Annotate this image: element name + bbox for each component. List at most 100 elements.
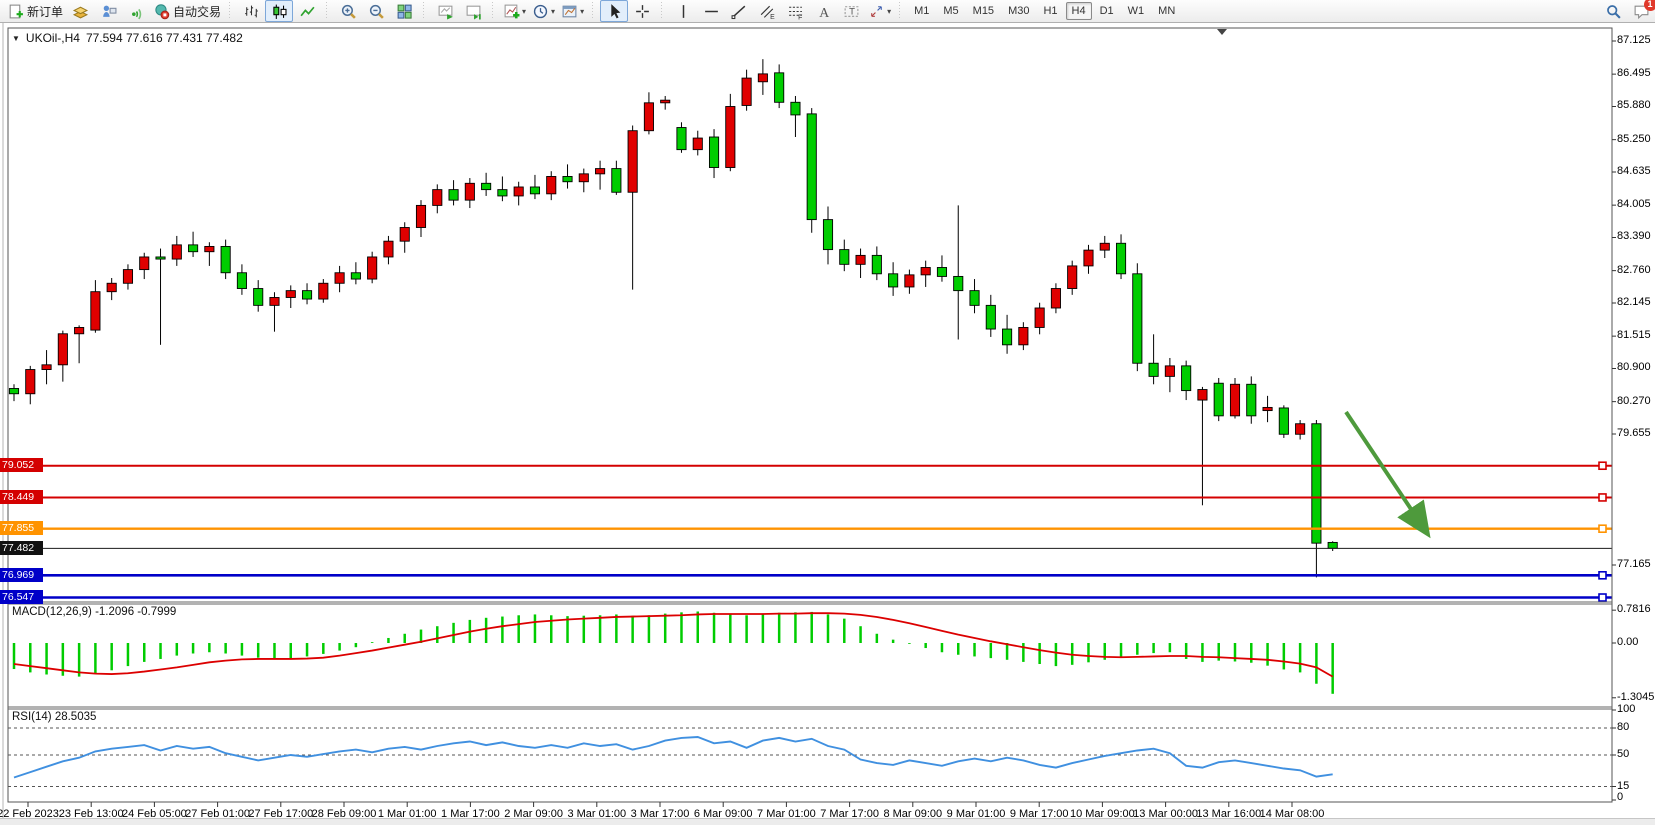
- new-order-button[interactable]: 新订单: [4, 0, 66, 22]
- strategy-tester-button[interactable]: [94, 0, 122, 22]
- candlestick-chart-button[interactable]: [265, 0, 294, 22]
- annotation-arrow[interactable]: [1344, 410, 1431, 539]
- price-tick-label: 77.165: [1617, 557, 1651, 570]
- timeframe-h1-button[interactable]: H1: [1043, 5, 1058, 17]
- line-handle-right[interactable]: [1598, 461, 1607, 471]
- svg-text:E: E: [770, 13, 775, 19]
- toolbar-separator: [226, 2, 236, 20]
- text-label-button[interactable]: T: [837, 0, 865, 22]
- templates-button[interactable]: ▾: [558, 0, 587, 22]
- signals-iconwrap: [128, 3, 145, 20]
- price-tick-label: 80.270: [1617, 394, 1651, 407]
- chat-iconwrap: 1: [1633, 0, 1655, 20]
- crosshair-iconwrap: [634, 3, 651, 20]
- auto-scroll-button[interactable]: [431, 0, 459, 22]
- labelT-iconwrap: T: [843, 3, 860, 20]
- equidistant-channel-button[interactable]: E: [753, 0, 781, 22]
- tile-icon: [397, 4, 412, 19]
- signals-icon: [131, 8, 141, 19]
- rsi-tick-label: 100: [1617, 703, 1636, 715]
- search-button[interactable]: [1599, 0, 1627, 22]
- dropdown-arrow-icon[interactable]: ▾: [522, 6, 527, 16]
- timeframe-m30-button[interactable]: M30: [1008, 5, 1030, 17]
- fibo-icon: F: [788, 6, 802, 20]
- chart-title: ▼ UKOil-,H4 77.594 77.616 77.431 77.482: [12, 31, 243, 45]
- vline-iconwrap: [675, 3, 692, 20]
- search-icon: [1606, 4, 1621, 19]
- tile-windows-button[interactable]: [390, 0, 418, 22]
- chart-shift-marker[interactable]: [1217, 29, 1227, 35]
- price-tick-label: 81.515: [1617, 329, 1651, 342]
- line-handle-right[interactable]: [1598, 593, 1607, 602]
- timeframe-h4-button[interactable]: H4: [1065, 2, 1092, 20]
- clock-icon: [533, 4, 548, 18]
- labelT-icon: T: [844, 5, 858, 17]
- chart-shift-button[interactable]: [459, 0, 487, 22]
- crosshair-button[interactable]: [628, 0, 656, 22]
- status-bar: [0, 818, 1655, 825]
- toolbar-separator: [489, 2, 499, 20]
- line-price-tag: 79.052: [0, 458, 43, 473]
- line-handle-right[interactable]: [1598, 524, 1607, 533]
- line-handle-right[interactable]: [1598, 571, 1607, 580]
- search-iconwrap: [1605, 3, 1622, 20]
- price-tick-label: 82.145: [1617, 295, 1651, 308]
- rsi-line: [13, 736, 1333, 779]
- fibonacci-button[interactable]: F: [781, 0, 809, 22]
- line-price-tag: 78.449: [0, 489, 43, 504]
- line-chart-button[interactable]: [293, 0, 321, 22]
- rsi-tick-label: 50: [1617, 748, 1630, 760]
- arrows-button[interactable]: ▾: [865, 0, 894, 22]
- macd-signal-line: [13, 612, 1334, 678]
- trendline-button[interactable]: [725, 0, 753, 22]
- zoomin-icon: [341, 4, 356, 19]
- dropdown-arrow-icon[interactable]: ▾: [887, 6, 892, 16]
- signals-button[interactable]: [122, 0, 150, 22]
- timeframe-m15-button[interactable]: M15: [972, 5, 995, 17]
- cursor-button[interactable]: [600, 0, 629, 22]
- textA-iconwrap: A: [815, 3, 832, 20]
- price-tick-label: 85.880: [1617, 99, 1651, 112]
- template-iconwrap: [561, 3, 578, 20]
- bars-icon: [244, 5, 258, 17]
- timeframe-mn-button[interactable]: MN: [1158, 5, 1176, 17]
- toolbar-separator: [589, 2, 599, 20]
- bar-chart-button[interactable]: [237, 0, 265, 22]
- autotrading-button[interactable]: 自动交易: [150, 0, 224, 22]
- vertical-line-button[interactable]: [669, 0, 697, 22]
- timeframe-m5-button[interactable]: M5: [943, 5, 959, 17]
- notification-badge: 1: [1643, 0, 1655, 11]
- timeframe-w1-button[interactable]: W1: [1127, 5, 1145, 17]
- macd-tick-label: -1.3045: [1617, 690, 1655, 703]
- crosshair-icon: [635, 4, 649, 18]
- dropdown-arrow-icon[interactable]: ▾: [580, 6, 585, 16]
- chart-window[interactable]: 87.125 86.495 85.880 85.250 84.635 84.005 83.3…: [0, 23, 1655, 825]
- price-tick-label: 82.760: [1617, 263, 1651, 276]
- line-handle-left[interactable]: [13, 571, 23, 580]
- channel-iconwrap: E: [759, 3, 776, 20]
- text-button[interactable]: A: [809, 0, 837, 22]
- zoomout-iconwrap: [368, 3, 385, 20]
- rsi-tick-label: 80: [1617, 721, 1630, 733]
- periods-button[interactable]: ▾: [529, 0, 558, 22]
- chat-button[interactable]: 1: [1627, 0, 1655, 22]
- zoom-in-button[interactable]: [334, 0, 362, 22]
- ohlc-values: 77.594 77.616 77.431 77.482: [85, 31, 243, 45]
- timeframe-m1-button[interactable]: M1: [914, 5, 930, 17]
- price-chart[interactable]: [0, 23, 1655, 825]
- line-handle-left[interactable]: [13, 593, 23, 602]
- line-price-tag: 77.855: [0, 521, 43, 536]
- line-handle-right[interactable]: [1598, 493, 1607, 502]
- indicators-button[interactable]: ▾: [500, 0, 529, 22]
- timeframe-d1-button[interactable]: D1: [1099, 5, 1114, 17]
- horizontal-line-button[interactable]: [697, 0, 725, 22]
- toolbar-separator: [896, 2, 906, 20]
- dropdown-arrow-icon[interactable]: ▾: [551, 6, 556, 16]
- metaeditor-button[interactable]: [66, 0, 94, 22]
- chartshift-icon: [466, 5, 481, 19]
- toolbar: 新订单 自动交易 ▾ ▾ ▾ E F A T ▾ M1 M5 M15 M30 H1 H4 D1 W1 MN 1: [0, 0, 1655, 23]
- chart-title-expand-icon[interactable]: ▼: [12, 33, 20, 43]
- autotrading-iconwrap: [153, 3, 170, 20]
- zoom-out-button[interactable]: [362, 0, 390, 22]
